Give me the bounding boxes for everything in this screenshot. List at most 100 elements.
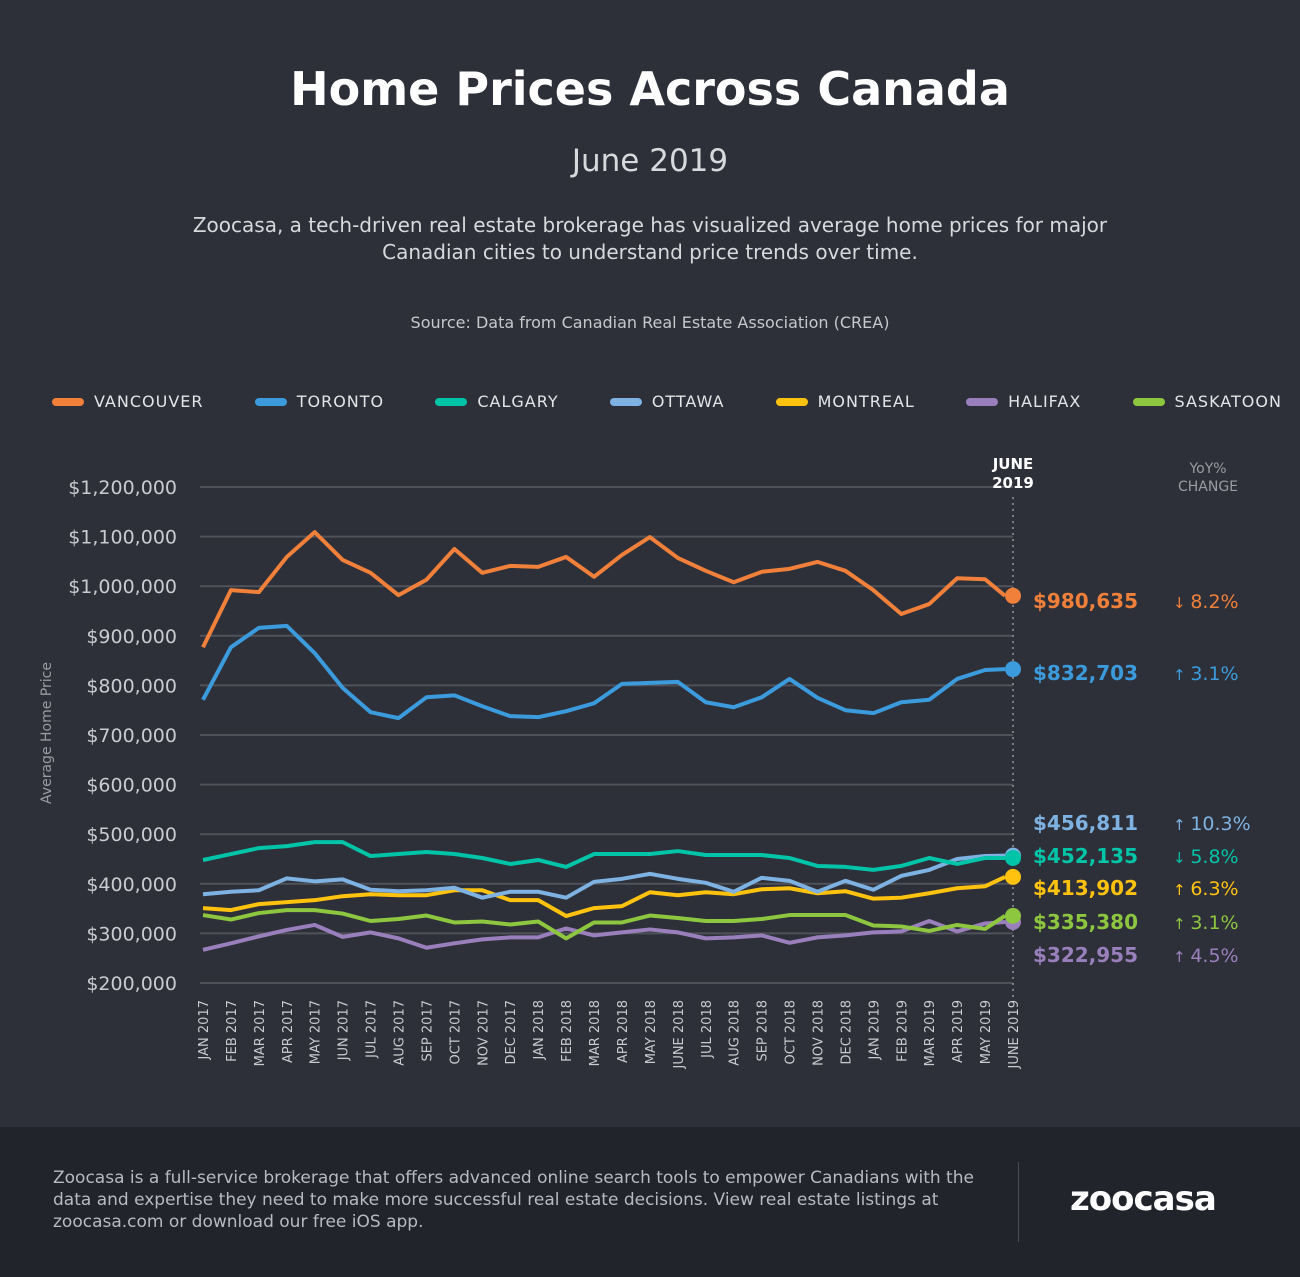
legend: VANCOUVER TORONTO CALGARY OTTAWA MONTREAL HAL… — [52, 392, 1282, 411]
yoy-change-toronto: ↑ 3.1% — [1173, 663, 1239, 685]
x-tick-label: FEB 2018 — [560, 1000, 575, 1062]
x-tick-label: APR 2018 — [616, 1000, 631, 1063]
end-point-calgary — [1005, 849, 1021, 866]
x-tick-label: MAR 2018 — [588, 1000, 603, 1066]
line-chart: $200,000 $300,000 $400,000 $500,000 $600,000… — [39, 455, 1251, 1070]
legend-label: VANCOUVER — [94, 392, 204, 411]
final-value-ottawa: $456,811 — [1033, 811, 1138, 835]
legend-label: SASKATOON — [1174, 392, 1282, 411]
yoy-change-vancouver: ↓ 8.2% — [1173, 591, 1239, 613]
yoy-header: YoY% CHANGE — [1178, 461, 1238, 495]
footer: Zoocasa is a full-service brokerage that… — [0, 1127, 1300, 1277]
page-subtitle: June 2019 — [571, 143, 729, 179]
series-line-calgary — [202, 840, 1006, 872]
legend-item-vancouver: VANCOUVER — [52, 392, 203, 411]
yoy-change-montreal: ↑ 6.3% — [1173, 878, 1239, 900]
arrow-up-icon: ↑ — [1173, 881, 1190, 899]
y-tick-label: $300,000 — [86, 923, 177, 945]
yoy-value: 3.1% — [1190, 912, 1238, 934]
legend-label: TORONTO — [296, 392, 385, 411]
y-tick-label: $600,000 — [86, 775, 177, 797]
x-tick-label: SEP 2018 — [756, 1000, 771, 1062]
y-tick-label: $1,200,000 — [68, 477, 177, 499]
y-tick-label: $500,000 — [86, 824, 177, 846]
y-tick-label: $800,000 — [86, 675, 177, 697]
x-tick-label: APR 2019 — [951, 1000, 966, 1063]
legend-item-toronto: TORONTO — [254, 392, 385, 411]
x-tick-label: JAN 2018 — [532, 1000, 547, 1060]
series-line-montreal — [202, 875, 1006, 919]
end-point-montreal — [1005, 868, 1021, 885]
page-title: Home Prices Across Canada — [290, 62, 1010, 116]
arrow-down-icon: ↓ — [1173, 594, 1190, 612]
final-value-calgary: $452,135 — [1033, 844, 1138, 868]
yoy-value: 5.8% — [1190, 846, 1238, 868]
footer-divider — [1018, 1162, 1019, 1242]
yoy-value: 4.5% — [1190, 945, 1238, 967]
x-tick-label: JAN 2017 — [197, 1000, 212, 1060]
x-tick-label: APR 2017 — [281, 1000, 296, 1063]
x-tick-label: SEP 2017 — [420, 1000, 435, 1062]
y-tick-label: $900,000 — [86, 626, 177, 648]
yoy-value: 10.3% — [1190, 813, 1250, 835]
x-tick-label: AUG 2018 — [728, 1000, 743, 1066]
arrow-up-icon: ↑ — [1173, 816, 1190, 834]
arrow-down-icon: ↓ — [1173, 849, 1190, 867]
zoocasa-logo: zoocasa — [1070, 1179, 1217, 1219]
yoy-value: 6.3% — [1190, 878, 1238, 900]
legend-label: MONTREAL — [817, 392, 915, 411]
x-tick-label: MAY 2019 — [979, 1000, 994, 1064]
x-tick-label: JAN 2019 — [867, 1000, 882, 1060]
legend-label: HALIFAX — [1008, 392, 1082, 411]
yoy-change-saskatoon: ↑ 3.1% — [1173, 912, 1239, 934]
legend-swatch — [609, 397, 642, 406]
legend-swatch — [966, 397, 999, 406]
legend-item-montreal: MONTREAL — [775, 392, 915, 411]
final-value-montreal: $413,902 — [1033, 876, 1138, 900]
source-note: Source: Data from Canadian Real Estate A… — [410, 313, 890, 332]
legend-label: OTTAWA — [651, 392, 725, 411]
y-tick-label: $1,000,000 — [68, 576, 177, 598]
x-tick-label: JUL 2017 — [365, 1000, 380, 1059]
x-tick-label: JUN 2017 — [337, 1000, 352, 1061]
yoy-value: 3.1% — [1190, 663, 1238, 685]
series-line-ottawa — [202, 853, 1006, 900]
y-axis-label: Average Home Price — [39, 662, 55, 804]
x-tick-label: DEC 2017 — [504, 1000, 519, 1065]
x-tick-label: AUG 2017 — [393, 1000, 408, 1066]
x-tick-label: JUNE 2018 — [672, 1000, 687, 1070]
x-tick-label: JUNE 2019 — [1007, 1000, 1022, 1070]
series-line-saskatoon — [202, 908, 1007, 941]
series-line-toronto — [201, 623, 1006, 721]
end-point-toronto — [1005, 661, 1021, 678]
footer-text: Zoocasa is a full-service brokerage that… — [53, 1168, 974, 1232]
description: Zoocasa, a tech-driven real estate broke… — [192, 213, 1108, 264]
legend-swatch — [1132, 397, 1165, 406]
x-tick-label: OCT 2018 — [784, 1000, 799, 1064]
x-tick-label: FEB 2017 — [225, 1000, 240, 1062]
legend-item-saskatoon: SASKATOON — [1132, 392, 1282, 411]
arrow-up-icon: ↑ — [1173, 948, 1190, 966]
yoy-change-ottawa: ↑ 10.3% — [1173, 813, 1251, 835]
legend-swatch — [254, 397, 287, 406]
legend-swatch — [435, 397, 468, 406]
series-line-vancouver — [201, 530, 1007, 649]
x-tick-label: JUL 2018 — [700, 1000, 715, 1059]
legend-swatch — [52, 397, 84, 406]
x-tick-label: NOV 2018 — [811, 1000, 826, 1066]
legend-item-ottawa: OTTAWA — [609, 392, 725, 411]
end-point-vancouver — [1005, 587, 1021, 604]
final-value-saskatoon: $335,380 — [1033, 910, 1138, 934]
x-tick-label: MAR 2019 — [923, 1000, 938, 1066]
end-point-saskatoon — [1005, 907, 1021, 924]
x-tick-label: OCT 2017 — [448, 1000, 463, 1064]
arrow-up-icon: ↑ — [1173, 666, 1190, 684]
legend-item-halifax: HALIFAX — [966, 392, 1081, 411]
legend-swatch — [775, 397, 808, 406]
legend-label: CALGARY — [477, 392, 559, 411]
final-value-vancouver: $980,635 — [1033, 589, 1138, 613]
y-tick-label: $400,000 — [86, 874, 177, 896]
yoy-change-halifax: ↑ 4.5% — [1173, 945, 1239, 967]
x-tick-label: MAY 2018 — [644, 1000, 659, 1064]
arrow-up-icon: ↑ — [1173, 915, 1190, 933]
